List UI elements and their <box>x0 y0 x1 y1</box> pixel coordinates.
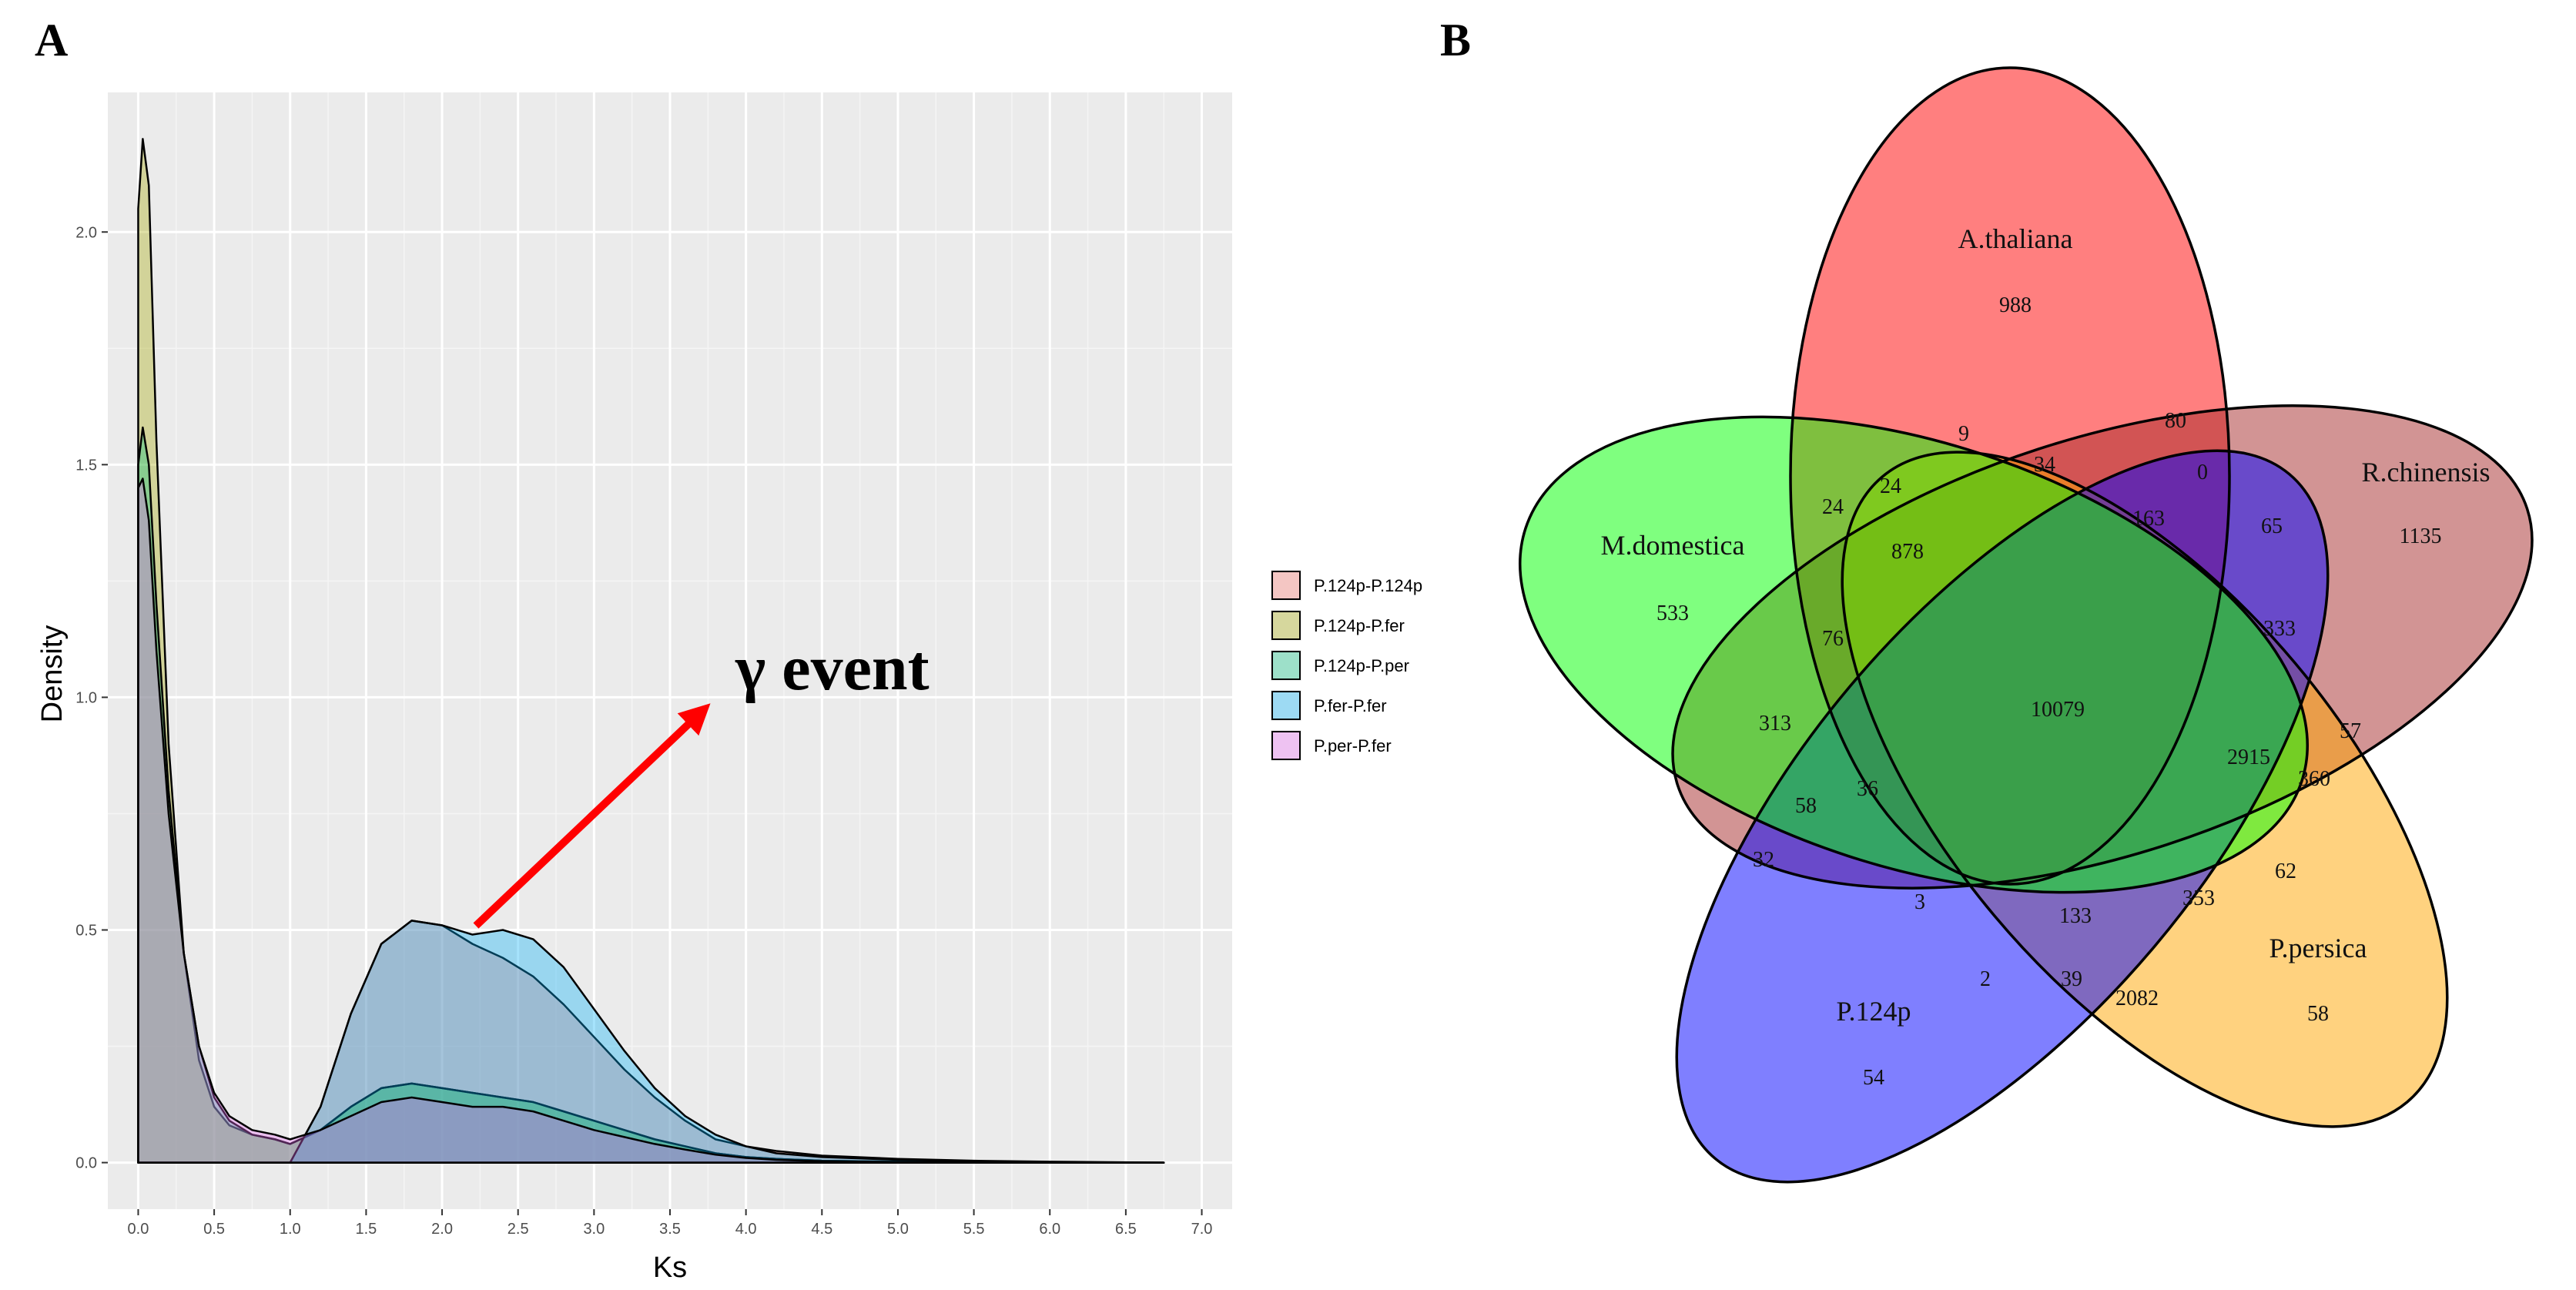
x-tick-label: 2.5 <box>507 1221 529 1238</box>
x-tick-label: 6.0 <box>1039 1221 1060 1238</box>
y-tick-label: 1.0 <box>75 689 97 706</box>
venn-intersection: 133 <box>2059 904 2092 928</box>
x-axis-title: Ks <box>653 1251 687 1284</box>
legend-label: P.124p-P.fer <box>1314 616 1405 635</box>
venn-intersection: 333 <box>2263 617 2296 641</box>
x-tick-label: 5.5 <box>963 1221 985 1238</box>
x-tick-label: 0.0 <box>128 1221 149 1238</box>
venn-intersection: 39 <box>2061 967 2082 991</box>
venn-intersection: 24 <box>1880 474 1901 498</box>
venn-count-p-124p: 54 <box>1863 1066 1884 1090</box>
x-tick-label: 1.0 <box>280 1221 301 1238</box>
venn-label-p-124p: P.124p <box>1836 996 1911 1027</box>
venn-intersection: 58 <box>1795 794 1817 818</box>
density-areas <box>137 138 1165 1164</box>
legend-swatch <box>1271 611 1301 640</box>
legend-label: P.fer-P.fer <box>1314 696 1387 715</box>
venn-intersection: 313 <box>1759 712 1791 735</box>
venn-outline-a-thaliana <box>1789 66 2231 886</box>
x-tick-label: 2.0 <box>431 1221 453 1238</box>
venn-count-r-chinensis: 1135 <box>2400 524 2442 548</box>
venn-intersection: 2915 <box>2227 746 2270 769</box>
legend-key-bg <box>1271 610 1301 641</box>
venn-outline-r-chinensis <box>1671 404 2534 890</box>
gamma-event-annotation: γ event <box>735 632 930 704</box>
venn-outline-m-domestica <box>1519 415 2309 894</box>
venn-fills <box>1519 68 2532 1182</box>
venn-intersection: 65 <box>2261 514 2283 538</box>
venn-intersection: 24 <box>1822 495 1844 519</box>
x-tick-label: 4.0 <box>735 1221 757 1238</box>
x-tick-label: 7.0 <box>1191 1221 1213 1238</box>
venn-label-a-thaliana: A.thaliana <box>1958 223 2073 254</box>
venn-ellipse-m-domestica <box>1519 417 2308 893</box>
venn-count-m-domestica: 533 <box>1656 601 1689 625</box>
density-area-P.per-P.fer <box>137 477 1165 1164</box>
venn-intersection: 76 <box>1822 627 1844 651</box>
venn-intersection: 163 <box>2132 507 2165 531</box>
x-tick-label: 5.0 <box>887 1221 909 1238</box>
venn-intersection: 57 <box>2340 719 2361 743</box>
venn-intersection: 3 <box>1914 890 1925 914</box>
y-tick-label: 2.0 <box>75 224 97 241</box>
legend-key-bg <box>1271 730 1301 761</box>
venn-outlines <box>1519 66 2534 1184</box>
legend-key-bg <box>1271 650 1301 681</box>
venn-intersection: 2082 <box>2115 987 2159 1010</box>
legend-label: P.per-P.fer <box>1314 736 1392 756</box>
density-chart: 0.0 0.5 1.0 1.5 2.0 2.5 3.0 3.5 4.0 4.5 5.0 5.5 6.0 6… <box>36 92 1422 1284</box>
venn-diagram: A.thaliana R.chinensis P.persica P.124p … <box>1519 66 2534 1184</box>
y-tick-label: 1.5 <box>75 457 97 474</box>
legend-swatch <box>1271 651 1301 680</box>
legend-label: P.124p-P.124p <box>1314 576 1422 595</box>
venn-intersection: 32 <box>1753 848 1774 872</box>
x-tick-label: 4.5 <box>811 1221 832 1238</box>
venn-intersection: 353 <box>2182 886 2215 910</box>
x-tick-label: 1.5 <box>355 1221 377 1238</box>
venn-intersection: 62 <box>2275 859 2296 883</box>
venn-intersection: 878 <box>1891 540 1924 564</box>
legend-swatch <box>1271 731 1301 760</box>
venn-count-a-thaliana: 988 <box>1999 293 2032 317</box>
x-tick-label: 3.0 <box>583 1221 605 1238</box>
x-tick-label: 0.5 <box>203 1221 225 1238</box>
venn-outline-p-persica <box>1841 451 2449 1128</box>
venn-intersection: 0 <box>2197 461 2208 484</box>
venn-intersection: 80 <box>2165 409 2186 433</box>
panel-b-label: B <box>1440 15 1471 65</box>
legend-key-bg <box>1271 690 1301 721</box>
venn-count-p-persica: 58 <box>2307 1002 2329 1026</box>
legend-swatch <box>1271 571 1301 600</box>
venn-outline-p-124p <box>1675 449 2330 1184</box>
panel-a-label: A <box>35 15 68 65</box>
legend: P.124p-P.124p P.124p-P.fer P.124p-P.per P.f… <box>1271 570 1422 761</box>
x-tick-label: 6.5 <box>1115 1221 1137 1238</box>
venn-label-m-domestica: M.domestica <box>1601 530 1745 561</box>
venn-intersection: 360 <box>2298 767 2330 791</box>
axis-ticks: 0.0 0.5 1.0 1.5 2.0 2.5 3.0 3.5 4.0 4.5 5.0 5.5 6.0 6… <box>75 224 1212 1238</box>
legend-key-bg <box>1271 570 1301 601</box>
legend-swatch <box>1271 691 1301 720</box>
y-axis-title: Density <box>36 625 69 723</box>
venn-intersection: 36 <box>1857 777 1878 801</box>
y-tick-label: 0.0 <box>75 1155 97 1172</box>
gamma-event-arrow <box>473 703 711 929</box>
grid-lines <box>108 92 1232 1209</box>
y-tick-label: 0.5 <box>75 923 97 940</box>
venn-intersection: 2 <box>1980 967 1991 991</box>
x-tick-label: 3.5 <box>659 1221 681 1238</box>
venn-label-r-chinensis: R.chinensis <box>2362 457 2491 488</box>
venn-intersection: 34 <box>2034 453 2055 477</box>
venn-intersection: 9 <box>1958 422 1969 446</box>
venn-label-p-persica: P.persica <box>2269 933 2367 963</box>
venn-intersection: 10079 <box>2031 698 2085 722</box>
legend-label: P.124p-P.per <box>1314 656 1409 675</box>
